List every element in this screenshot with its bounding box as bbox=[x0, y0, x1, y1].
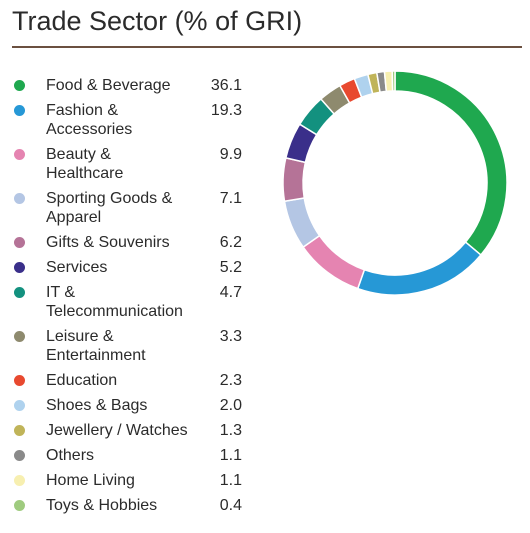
legend-label: Fashion & Accessories bbox=[46, 102, 133, 138]
legend-item: Food & Beverage 36.1 bbox=[14, 76, 242, 95]
legend-swatch bbox=[14, 450, 25, 461]
donut-slice bbox=[283, 197, 321, 249]
legend-item: Toys & Hobbies 0.4 bbox=[14, 496, 242, 515]
legend-swatch bbox=[14, 425, 25, 436]
donut-slice bbox=[282, 156, 307, 203]
legend-label: Sporting Goods & Apparel bbox=[46, 190, 173, 226]
legend-label: Jewellery / Watches bbox=[46, 422, 188, 439]
legend-item: Shoes & Bags 2.0 bbox=[14, 396, 242, 415]
donut-slice bbox=[394, 70, 508, 256]
legend-value: 4.7 bbox=[219, 284, 242, 301]
legend-label: Home Living bbox=[46, 472, 135, 489]
legend-value: 1.1 bbox=[219, 472, 242, 489]
legend-label: Food & Beverage bbox=[46, 77, 171, 94]
legend-value: 9.9 bbox=[219, 146, 242, 163]
legend-swatch bbox=[14, 500, 25, 511]
legend-item: Leisure & Entertainment 3.3 bbox=[14, 327, 242, 365]
legend-item: Beauty & Healthcare 9.9 bbox=[14, 145, 242, 183]
legend-item: Fashion & Accessories 19.3 bbox=[14, 101, 242, 139]
legend-swatch bbox=[14, 105, 25, 116]
legend-swatch bbox=[14, 80, 25, 91]
legend-value: 1.3 bbox=[219, 422, 242, 439]
legend-swatch bbox=[14, 375, 25, 386]
legend-value: 0.4 bbox=[219, 497, 242, 514]
donut-chart bbox=[282, 70, 508, 296]
legend-swatch bbox=[14, 287, 25, 298]
legend-label: Leisure & Entertainment bbox=[46, 328, 146, 364]
legend-value: 1.1 bbox=[219, 447, 242, 464]
donut-slice bbox=[391, 70, 396, 92]
chart-legend: Food & Beverage 36.1 Fashion & Accessories 1… bbox=[14, 76, 242, 521]
legend-value: 36.1 bbox=[210, 77, 242, 94]
legend-label: IT & Telecommunication bbox=[46, 284, 183, 320]
legend-value: 6.2 bbox=[219, 234, 242, 251]
legend-swatch bbox=[14, 193, 25, 204]
legend-item: Jewellery / Watches 1.3 bbox=[14, 421, 242, 440]
legend-item: Others 1.1 bbox=[14, 446, 242, 465]
legend-item: Home Living 1.1 bbox=[14, 471, 242, 490]
legend-swatch bbox=[14, 149, 25, 160]
legend-label: Beauty & Healthcare bbox=[46, 146, 124, 182]
legend-label: Others bbox=[46, 447, 95, 464]
legend-label: Services bbox=[46, 259, 108, 276]
donut-slice bbox=[302, 234, 366, 290]
legend-label: Education bbox=[46, 372, 118, 389]
legend-item: IT & Telecommunication 4.7 bbox=[14, 283, 242, 321]
legend-item: Sporting Goods & Apparel 7.1 bbox=[14, 189, 242, 227]
legend-item: Gifts & Souvenirs 6.2 bbox=[14, 233, 242, 252]
page-title: Trade Sector (% of GRI) bbox=[12, 6, 303, 36]
legend-label: Shoes & Bags bbox=[46, 397, 148, 414]
legend-item: Services 5.2 bbox=[14, 258, 242, 277]
title-divider bbox=[12, 46, 522, 48]
legend-item: Education 2.3 bbox=[14, 371, 242, 390]
legend-value: 2.3 bbox=[219, 372, 242, 389]
legend-swatch bbox=[14, 262, 25, 273]
legend-label: Gifts & Souvenirs bbox=[46, 234, 170, 251]
legend-swatch bbox=[14, 400, 25, 411]
legend-swatch bbox=[14, 331, 25, 342]
legend-swatch bbox=[14, 475, 25, 486]
legend-swatch bbox=[14, 237, 25, 248]
donut-slice bbox=[383, 70, 394, 93]
legend-value: 19.3 bbox=[210, 102, 242, 119]
legend-value: 5.2 bbox=[219, 259, 242, 276]
legend-label: Toys & Hobbies bbox=[46, 497, 158, 514]
legend-value: 3.3 bbox=[219, 328, 242, 345]
legend-value: 7.1 bbox=[219, 190, 242, 207]
legend-value: 2.0 bbox=[219, 397, 242, 414]
donut-slice bbox=[356, 241, 482, 296]
